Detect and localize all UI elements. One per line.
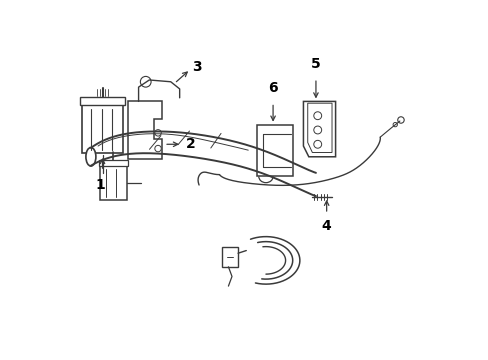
FancyBboxPatch shape [80, 97, 124, 105]
Bar [99, 160, 127, 166]
Circle shape [155, 145, 161, 152]
Ellipse shape [86, 148, 96, 166]
Text: 5: 5 [310, 57, 320, 71]
Text: 6: 6 [268, 81, 277, 95]
Text: 1: 1 [96, 178, 105, 192]
Polygon shape [303, 102, 335, 157]
Bar [222, 247, 238, 267]
Text: 3: 3 [192, 60, 202, 75]
Circle shape [140, 76, 151, 87]
Bar [257, 125, 292, 176]
Circle shape [392, 122, 397, 127]
Text: 4: 4 [321, 219, 331, 233]
Text: 2: 2 [185, 137, 195, 151]
Polygon shape [128, 102, 162, 158]
Bar [82, 105, 123, 153]
Circle shape [313, 112, 321, 120]
Circle shape [313, 140, 321, 148]
Circle shape [313, 126, 321, 134]
Bar [100, 166, 126, 200]
Circle shape [397, 117, 404, 123]
Circle shape [155, 130, 161, 136]
